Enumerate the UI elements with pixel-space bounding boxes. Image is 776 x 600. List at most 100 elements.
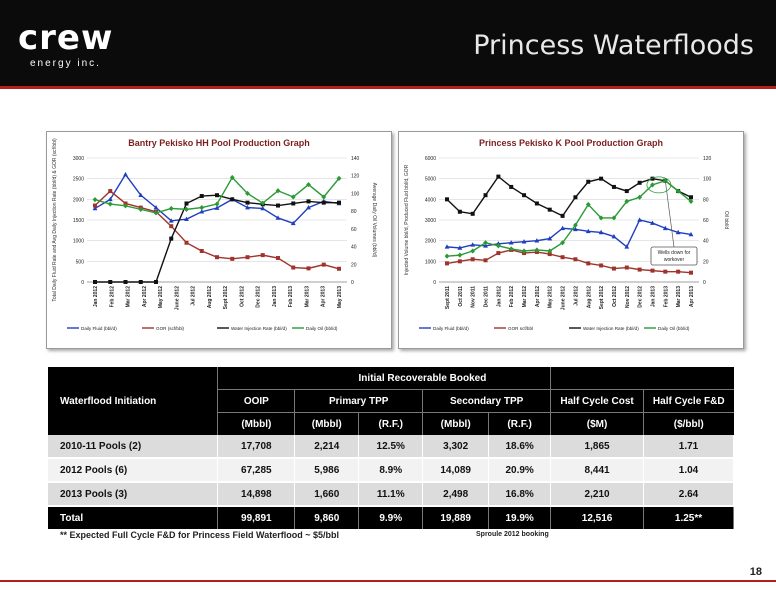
y-tick-label: 3000 xyxy=(425,218,436,224)
table-total-row: Total 99,891 9,860 9.9% 19,889 19.9% 12,… xyxy=(48,506,734,529)
table-cell: 1,660 xyxy=(294,482,360,507)
gor-scf-bbl-legend-label: GOR scf/bbl xyxy=(508,326,533,331)
y-axis-label: Injected Volume bbl/d, Produced Fluid bb… xyxy=(404,164,410,275)
workover-callout-pointer xyxy=(664,180,675,248)
daily-oil-bbl-d-point xyxy=(229,174,235,181)
x-tick-label: Mar 2012 xyxy=(522,286,528,308)
source-note: Sproule 2012 booking xyxy=(476,531,549,538)
daily-fluid-bbl-d-line xyxy=(94,173,340,225)
x-tick-label: June 2012 xyxy=(174,286,180,310)
water-injection-rate-bbl-d-point xyxy=(483,193,488,198)
daily-oil-bbl-d-point xyxy=(444,253,450,259)
crew-logo: crew energy inc. xyxy=(18,18,128,74)
daily-oil-bbl-d-point xyxy=(107,201,113,207)
daily-fluid-bbl-d-point xyxy=(245,205,250,210)
y-axis-right-label: Oil bbl/d xyxy=(723,211,729,230)
princess-chart: Princess Pekisko K Pool Production Graph… xyxy=(398,131,744,349)
gor-scf-bbl-point xyxy=(599,263,604,268)
daily-oil-bbl-d-legend-label: Daily Oil (bbl/d) xyxy=(306,326,338,331)
y-right-tick-label: 80 xyxy=(351,209,357,215)
y-tick-label: 500 xyxy=(76,259,85,265)
water-injection-rate-bbl-d-point xyxy=(215,193,219,198)
x-tick-label: Oct 2012 xyxy=(239,286,245,307)
table-cell: 17,708 xyxy=(217,435,296,459)
daily-fluid-bbl-d-point xyxy=(470,242,476,247)
table-cell: 19.9% xyxy=(488,506,552,529)
daily-fluid-bbl-d-point xyxy=(153,205,159,210)
page-title: Princess Waterfloods xyxy=(473,30,754,61)
x-tick-label: Jul 2012 xyxy=(191,286,197,306)
table-cell: 18.6% xyxy=(488,435,552,459)
gor-scf-bbl-point xyxy=(108,189,113,194)
daily-fluid-bbl-d-point xyxy=(573,226,578,232)
daily-fluid-bbl-d-point xyxy=(585,228,591,234)
gor-scf-bbl-point xyxy=(689,270,693,275)
daily-oil-bbl-d-legend-label: Daily Oil (bbl/d) xyxy=(658,326,690,331)
y-right-tick-label: 140 xyxy=(351,156,360,162)
gor-scf-bbl-legend-label: GOR (scf/bbl) xyxy=(156,326,185,331)
row-label: 2010-11 Pools (2) xyxy=(48,435,219,459)
water-injection-rate-bbl-d-point xyxy=(547,207,552,212)
y-right-tick-label: 20 xyxy=(703,259,709,265)
gor-scf-bbl-point xyxy=(624,265,629,270)
x-tick-label: May 2012 xyxy=(548,286,554,308)
daily-fluid-bbl-d-point xyxy=(508,240,514,245)
header-blank xyxy=(217,367,295,390)
table-cell: 8,441 xyxy=(550,458,645,483)
gor-scf-bbl-point xyxy=(483,258,488,263)
logo-word: crew xyxy=(18,18,114,58)
water-injection-rate-bbl-d-point xyxy=(457,209,462,214)
water-injection-rate-bbl-d-legend-label: Water Injection Rate (bbl/d) xyxy=(231,326,287,331)
daily-oil-bbl-d-point xyxy=(662,178,668,184)
y-tick-label: 1000 xyxy=(73,239,84,245)
gor-scf-bbl-point xyxy=(215,255,219,260)
y-tick-label: 0 xyxy=(433,280,436,286)
gor-scf-bbl-point xyxy=(93,203,97,208)
gor-scf-bbl-line xyxy=(446,249,692,274)
water-injection-rate-bbl-d-point xyxy=(321,200,326,205)
daily-oil-bbl-d-point xyxy=(598,215,604,221)
x-tick-label: Feb 2012 xyxy=(509,286,515,308)
daily-fluid-bbl-d-point xyxy=(260,205,266,211)
y-tick-label: 4000 xyxy=(425,197,436,203)
daily-oil-bbl-d-point xyxy=(184,206,189,212)
x-tick-label: Apr 2013 xyxy=(689,286,695,307)
daily-oil-bbl-d-point xyxy=(547,248,553,254)
gor-scf-bbl-point xyxy=(547,252,552,257)
water-injection-rate-bbl-d-point xyxy=(199,194,204,199)
daily-fluid-bbl-d-point xyxy=(107,196,113,202)
y-tick-label: 2000 xyxy=(425,239,436,245)
row-label: Total xyxy=(48,506,219,529)
daily-fluid-bbl-d-point xyxy=(483,243,488,248)
header-ooip: OOIP xyxy=(217,389,296,413)
daily-fluid-bbl-d-point xyxy=(123,171,128,177)
bantry-chart-svg: Bantry Pekisko HH Pool Production Graph T… xyxy=(52,138,377,331)
x-tick-label: Nov 2011 xyxy=(471,286,477,308)
water-injection-rate-bbl-d-point xyxy=(291,201,296,206)
x-tick-label: Feb 2012 xyxy=(109,286,115,308)
daily-fluid-bbl-d-point xyxy=(662,225,668,231)
daily-oil-bbl-d-point xyxy=(688,198,694,204)
gor-scf-bbl-point xyxy=(230,256,235,261)
y-axis-right-label: Average Daily Oil Volumes (bbl/d) xyxy=(371,183,377,258)
header-bar: crew energy inc. Princess Waterfloods xyxy=(0,0,776,86)
daily-fluid-bbl-d-point xyxy=(637,217,643,222)
daily-fluid-bbl-d-point xyxy=(168,218,174,223)
water-injection-rate-bbl-d-point xyxy=(123,280,128,284)
daily-oil-bbl-d-point xyxy=(321,194,327,200)
table-row: 2012 Pools (6) 67,285 5,986 8.9% 14,089 … xyxy=(48,458,734,483)
x-tick-label: May 2013 xyxy=(337,286,343,308)
table-cell: 11.1% xyxy=(358,482,424,507)
water-injection-rate-bbl-d-point xyxy=(445,197,449,202)
y-tick-label: 2500 xyxy=(73,177,84,183)
workover-highlight-ellipse xyxy=(646,176,672,194)
x-tick-label: Sept 2012 xyxy=(223,286,229,310)
y-right-tick-label: 20 xyxy=(351,262,357,268)
daily-oil-bbl-d-point xyxy=(306,181,311,188)
princess-chart-svg: Princess Pekisko K Pool Production Graph… xyxy=(404,138,729,331)
header-primary-tpp: Primary TPP xyxy=(294,389,424,413)
daily-fluid-bbl-d-point xyxy=(184,216,189,221)
water-injection-rate-bbl-d-point xyxy=(169,236,174,241)
water-injection-rate-bbl-d-point xyxy=(276,203,280,208)
x-tick-label: Jan 2013 xyxy=(650,286,656,307)
